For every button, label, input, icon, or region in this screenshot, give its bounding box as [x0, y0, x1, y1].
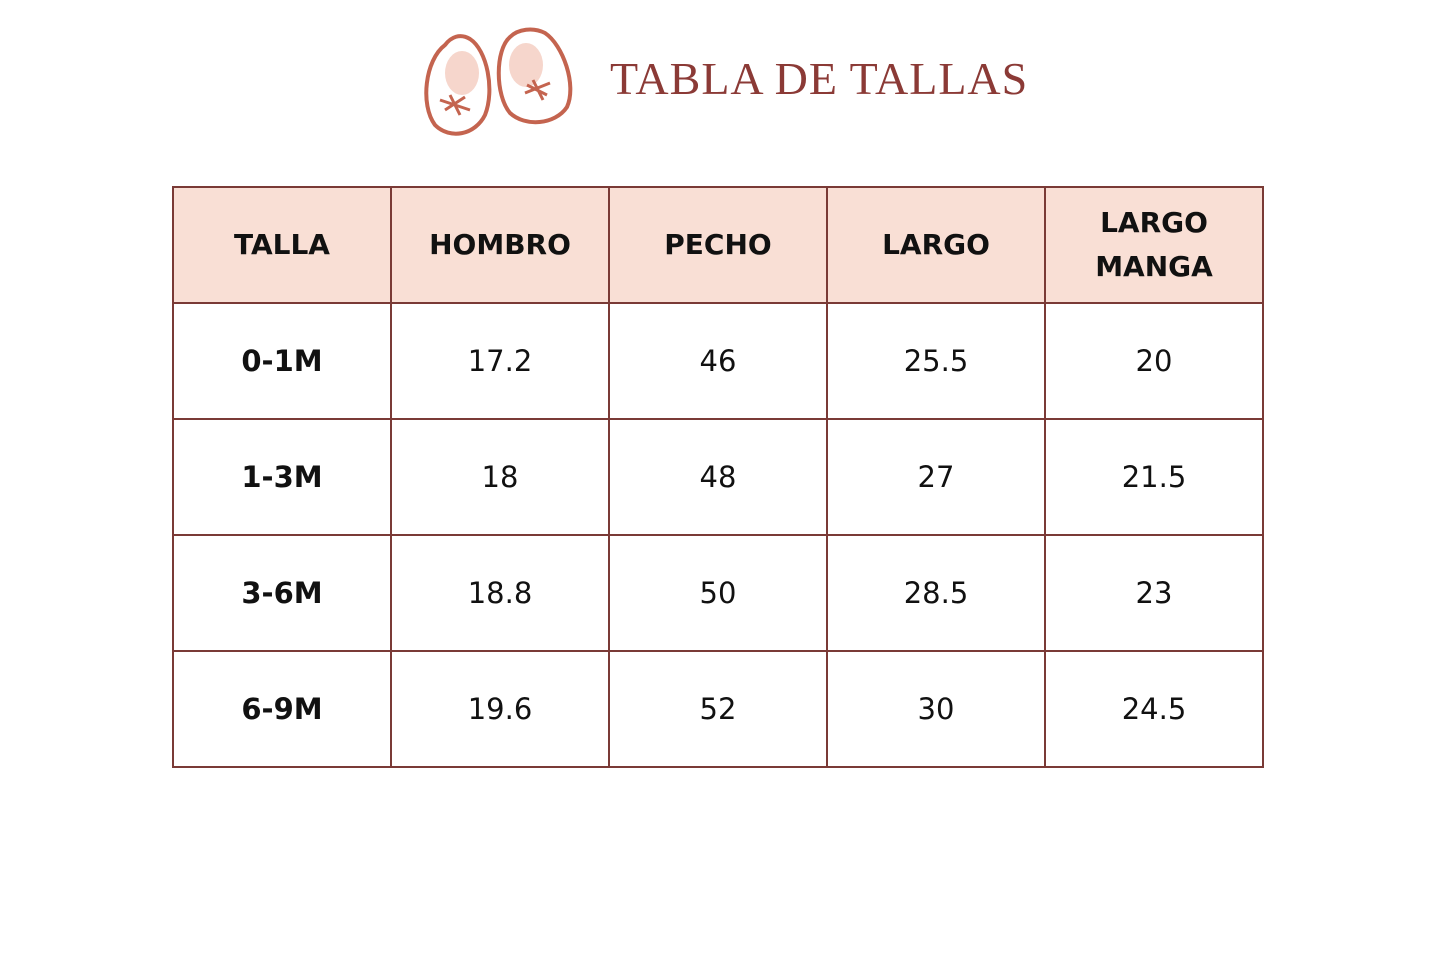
table-row: 3-6M 18.8 50 28.5 23 — [172, 534, 1264, 652]
table-row: 0-1M 17.2 46 25.5 20 — [172, 302, 1264, 420]
table-row: 6-9M 19.6 52 30 24.5 — [172, 650, 1264, 768]
cell: 27 — [826, 418, 1046, 536]
cell: 21.5 — [1044, 418, 1264, 536]
cell: 24.5 — [1044, 650, 1264, 768]
cell: 17.2 — [390, 302, 610, 420]
cell: 52 — [608, 650, 828, 768]
size-table: TALLA HOMBRO PECHO LARGO LARGO MANGA 0-1M 17.… — [172, 186, 1264, 768]
baby-shoes-icon — [424, 27, 573, 136]
column-header: PECHO — [608, 186, 828, 304]
cell: 48 — [608, 418, 828, 536]
cell: 46 — [608, 302, 828, 420]
column-header: TALLA — [172, 186, 392, 304]
cell: 23 — [1044, 534, 1264, 652]
column-header: LARGO MANGA — [1044, 186, 1264, 304]
cell: 50 — [608, 534, 828, 652]
cell: 28.5 — [826, 534, 1046, 652]
cell: 19.6 — [390, 650, 610, 768]
column-header: LARGO — [826, 186, 1046, 304]
title: TABLA DE TALLAS — [610, 53, 1029, 104]
size-cell: 3-6M — [172, 534, 392, 652]
cell: 18.8 — [390, 534, 610, 652]
size-cell: 1-3M — [172, 418, 392, 536]
cell: 25.5 — [826, 302, 1046, 420]
column-header: HOMBRO — [390, 186, 610, 304]
cell: 30 — [826, 650, 1046, 768]
size-cell: 0-1M — [172, 302, 392, 420]
header-row: TALLA HOMBRO PECHO LARGO LARGO MANGA — [172, 186, 1264, 304]
cell: 18 — [390, 418, 610, 536]
size-cell: 6-9M — [172, 650, 392, 768]
table-row: 1-3M 18 48 27 21.5 — [172, 418, 1264, 536]
cell: 20 — [1044, 302, 1264, 420]
